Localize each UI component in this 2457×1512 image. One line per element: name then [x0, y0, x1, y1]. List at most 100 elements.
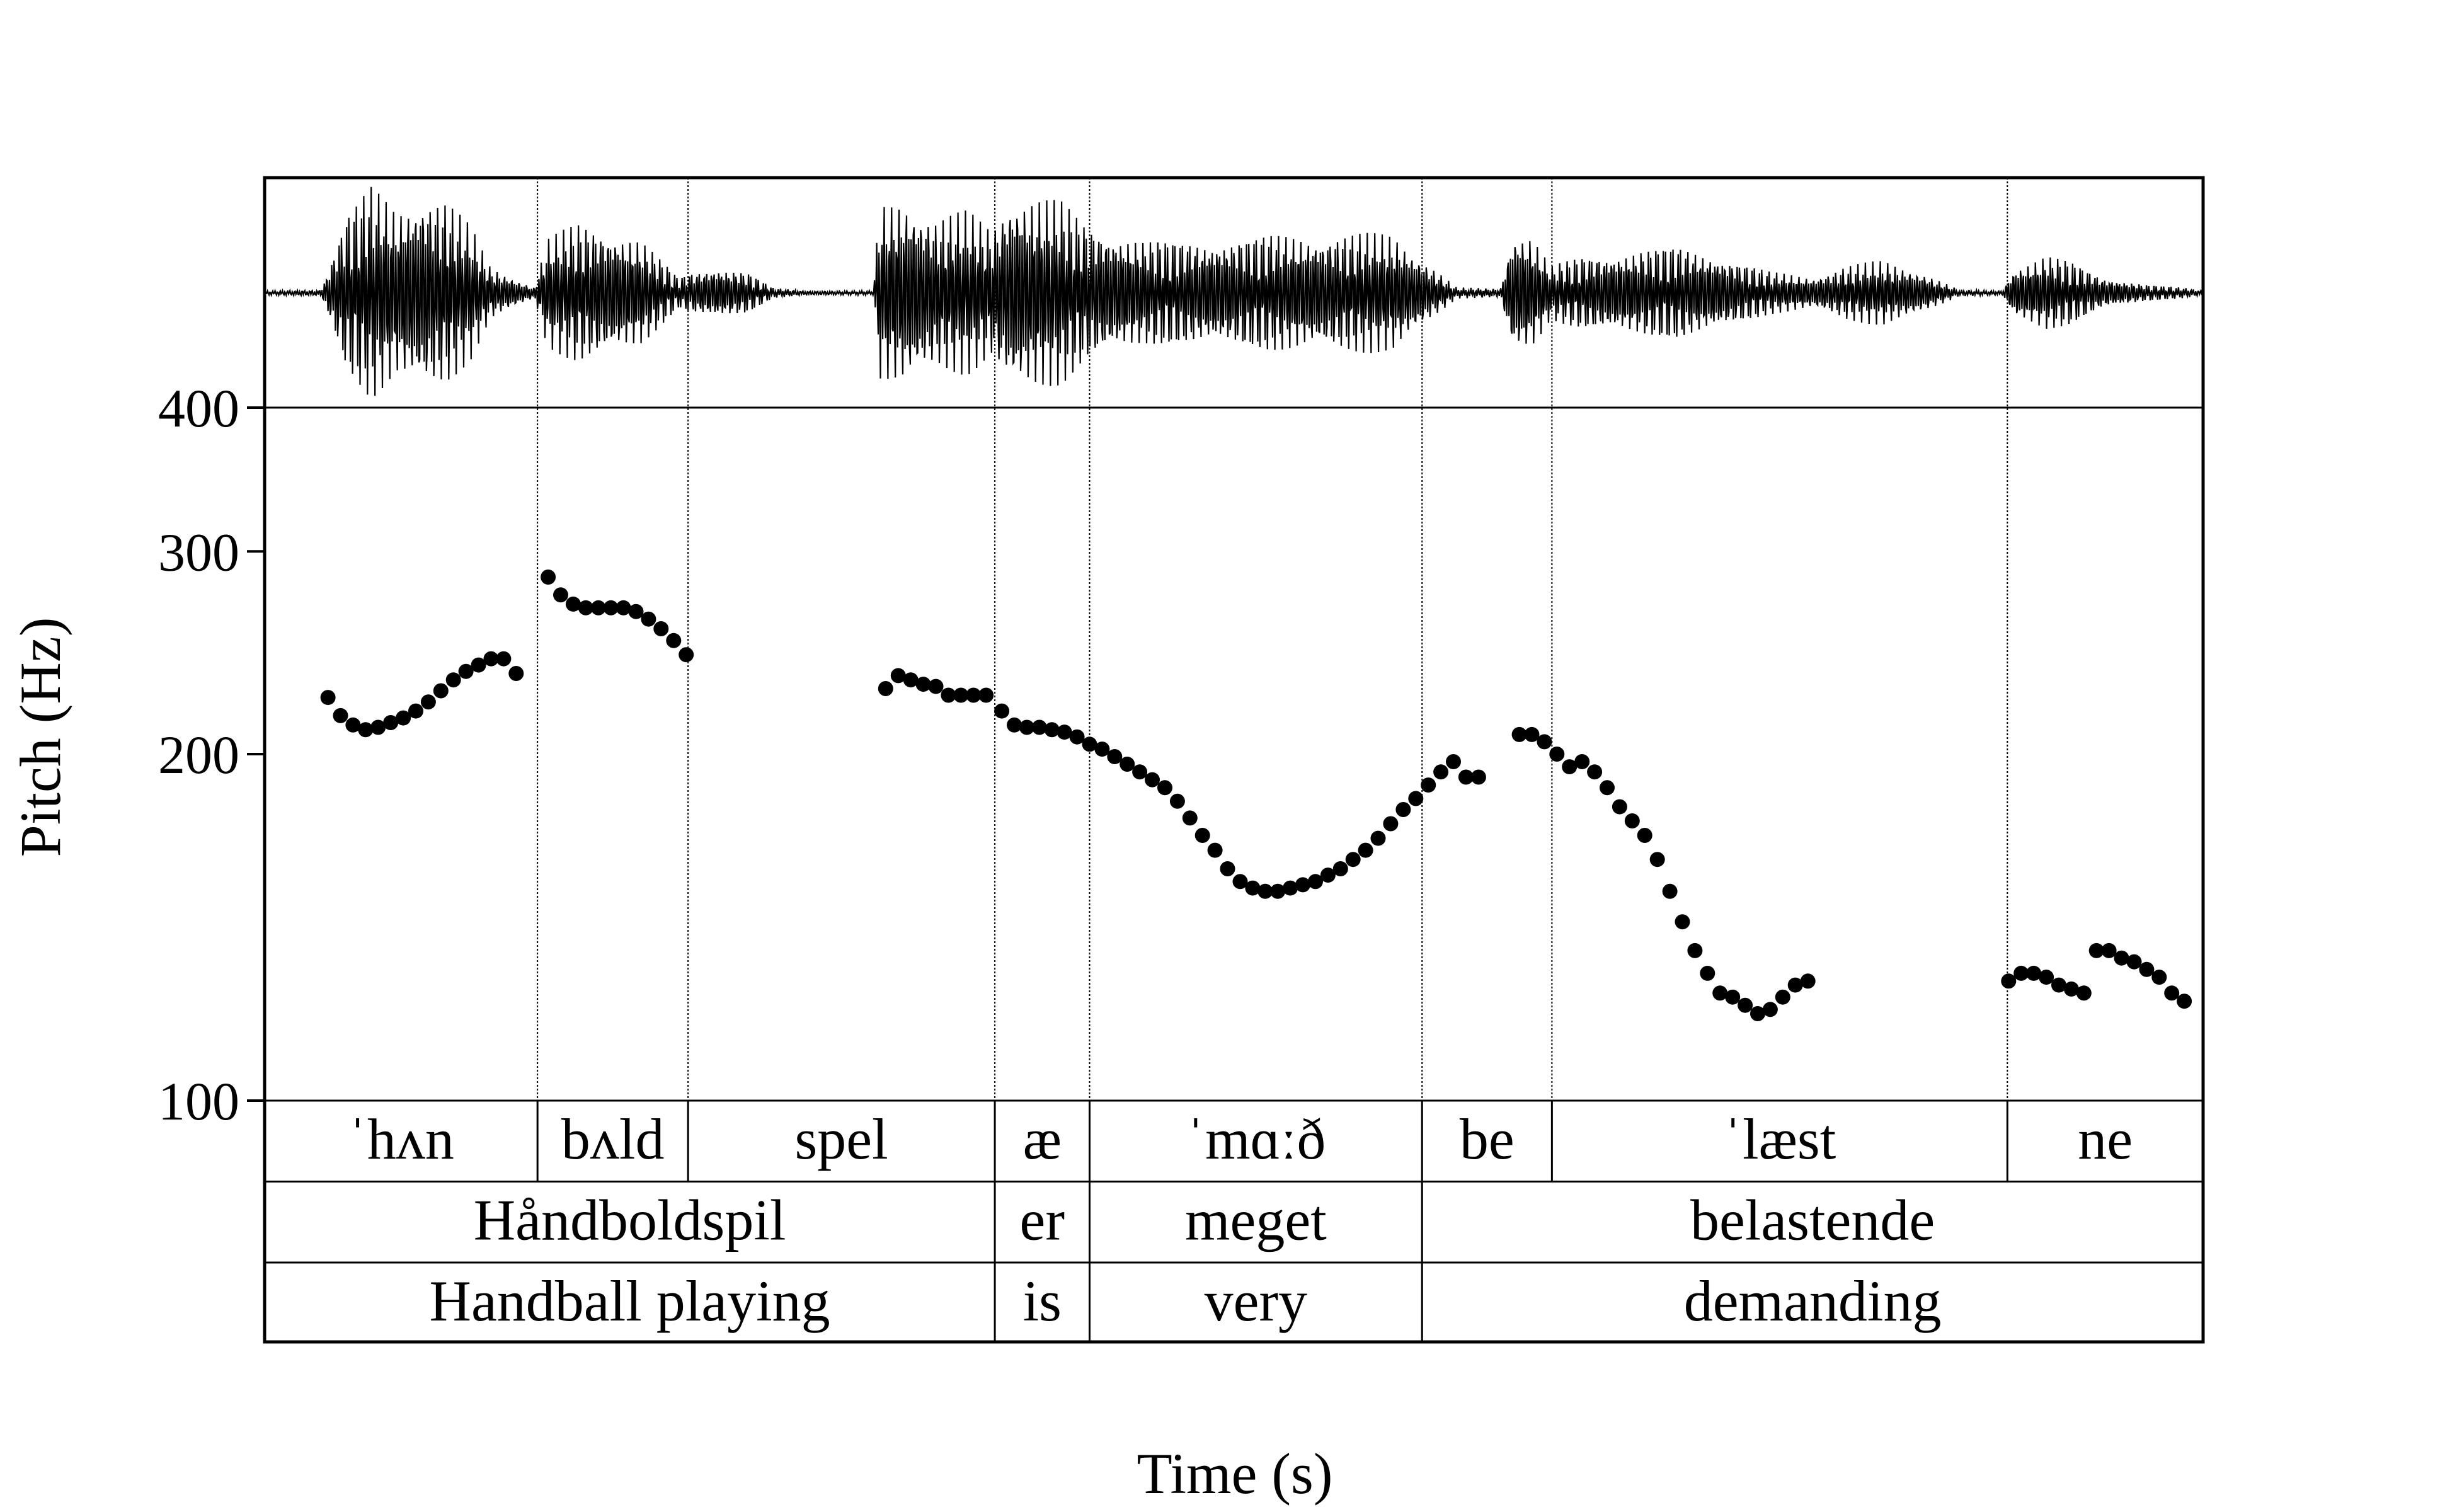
pitch-point — [1395, 802, 1411, 817]
tier-2-label: Handball playing — [430, 1269, 830, 1333]
pitch-point — [1624, 813, 1640, 828]
pitch-point — [666, 633, 682, 648]
pitch-point — [1270, 883, 1286, 899]
pitch-point — [1332, 861, 1348, 876]
pitch-point — [1549, 747, 1565, 762]
pitch-point — [978, 687, 994, 703]
pitch-point — [1675, 914, 1690, 930]
pitch-point — [1069, 729, 1085, 745]
pitch-point — [628, 604, 644, 619]
pitch-point — [565, 596, 581, 612]
pitch-point — [1132, 764, 1148, 780]
pitch-point — [1612, 799, 1627, 815]
annotation-tiers: ˈhʌn bʌld spel æ ˈmɑːð be ˈlæst ne Håndboldspil e… — [265, 1099, 2203, 1344]
pitch-point — [2026, 965, 2042, 981]
pitch-point — [420, 694, 436, 710]
pitch-point — [1120, 757, 1135, 772]
pitch-point — [1232, 874, 1248, 890]
pitch-point — [2013, 965, 2029, 981]
pitch-point — [1446, 754, 1461, 769]
pitch-point — [496, 651, 512, 667]
pitch-point — [2114, 950, 2129, 966]
pitch-point — [1649, 852, 1665, 868]
pitch-point — [458, 663, 474, 679]
pitch-point — [1524, 726, 1540, 742]
pitch-point — [483, 651, 499, 667]
pitch-point — [1057, 724, 1072, 740]
pitch-point — [953, 687, 969, 703]
tier-2-label: demanding — [1684, 1269, 1942, 1333]
pitch-point — [1700, 965, 1715, 981]
y-tick-label-300: 300 — [158, 522, 239, 582]
tier-1-label: er — [1020, 1188, 1065, 1252]
pitch-point — [2076, 985, 2092, 1001]
pitch-point — [603, 600, 619, 616]
pitch-point — [1094, 742, 1110, 757]
pitch-point — [2001, 973, 2017, 989]
pitch-point — [383, 715, 399, 730]
y-tick-label-100: 100 — [158, 1071, 239, 1131]
pitch-point — [1107, 749, 1123, 764]
pitch-point — [445, 672, 461, 688]
waveform — [263, 186, 2204, 409]
pitch-point — [1725, 989, 1741, 1005]
x-axis-title: Time (s) — [1137, 1441, 1333, 1506]
pitch-point — [1775, 989, 1790, 1005]
pitch-point — [508, 666, 524, 681]
pitch-point — [2139, 961, 2155, 977]
pitch-point — [1157, 780, 1172, 796]
pitch-point — [370, 719, 386, 735]
pitch-point — [471, 657, 486, 673]
y-tick-label-400: 400 — [158, 378, 239, 438]
pitch-point — [578, 600, 593, 616]
pitch-point — [358, 722, 374, 738]
pitch-point — [1470, 769, 1486, 785]
pitch-point — [541, 570, 556, 585]
pitch-point — [1537, 734, 1552, 750]
pitch-point — [1283, 880, 1298, 896]
pitch-point — [2177, 994, 2192, 1009]
tier-0-label: ˈhʌn — [348, 1107, 454, 1171]
tier-2-label: is — [1023, 1269, 1062, 1333]
tier-1-label: belastende — [1690, 1188, 1935, 1252]
pitch-point — [1383, 816, 1399, 832]
pitch-point — [1031, 719, 1047, 735]
tier-0-label: spel — [794, 1107, 888, 1171]
tier-0-label: ˈmɑːð — [1186, 1107, 1326, 1171]
pitch-point — [903, 672, 919, 688]
pitch-point — [1637, 828, 1652, 843]
tier-0-label: be — [1460, 1107, 1515, 1171]
pitch-point — [1082, 736, 1097, 752]
pitch-point — [1662, 883, 1678, 899]
pitch-point — [1600, 780, 1615, 796]
y-axis-title: Pitch (Hz) — [8, 617, 72, 857]
pitch-point — [1320, 868, 1336, 883]
pitch-point — [590, 600, 606, 616]
pitch-point — [1787, 977, 1803, 993]
pitch-point — [1458, 769, 1474, 785]
pitch-point — [1308, 874, 1323, 890]
pitch-point — [1295, 877, 1310, 893]
tier-0-label: ˈlæst — [1723, 1107, 1836, 1171]
pitch-point — [1762, 1002, 1778, 1017]
pitch-point — [1750, 1006, 1765, 1021]
tier-1-label: meget — [1185, 1188, 1327, 1252]
pitch-point — [1245, 880, 1261, 896]
pitch-point — [1182, 810, 1198, 826]
pitch-point — [1257, 883, 1273, 899]
pitch-point — [1207, 842, 1223, 858]
pitch-point — [433, 683, 449, 699]
pitch-point — [333, 707, 348, 723]
tier-2-label: very — [1205, 1269, 1307, 1333]
pitch-point — [2039, 970, 2054, 985]
pitch-point — [1044, 722, 1060, 738]
pitch-point — [994, 703, 1010, 719]
pitch-point — [2164, 985, 2180, 1001]
pitch-point — [2151, 970, 2167, 985]
pitch-point — [408, 703, 423, 719]
pitch-point — [1358, 842, 1373, 858]
pitch-point — [1738, 997, 1753, 1013]
pitch-point — [1194, 828, 1210, 843]
pitch-points — [320, 570, 2192, 1021]
